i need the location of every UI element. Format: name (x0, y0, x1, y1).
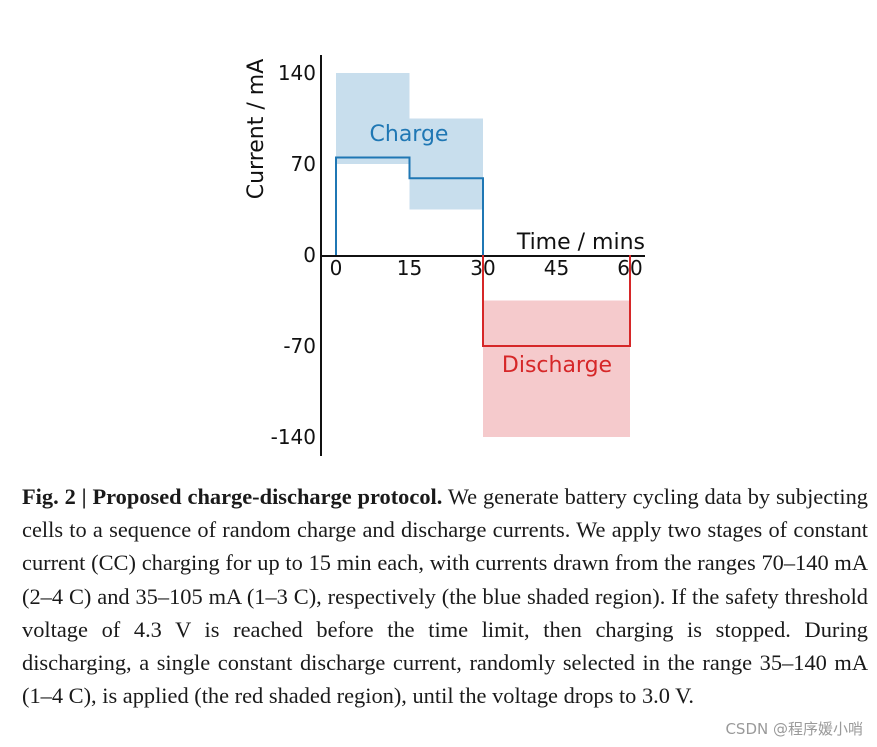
charge-label: Charge (370, 122, 449, 147)
y-tick-label: -140 (271, 425, 316, 449)
caption-body: We generate battery cycling data by subj… (22, 484, 869, 709)
y-tick-label: -70 (283, 334, 316, 358)
shaded-region-discharge (483, 300, 630, 437)
figure-caption: Fig. 2 | Proposed charge-discharge proto… (22, 480, 868, 712)
x-tick-label: 30 (470, 256, 495, 280)
shaded-region-charge-stage-2 (409, 118, 483, 210)
series-discharge-line (482, 255, 631, 347)
figure-label: Fig. 2 | Proposed charge-discharge proto… (22, 484, 443, 509)
shaded-regions (336, 73, 630, 437)
x-tick-label: 15 (397, 256, 422, 280)
watermark: CSDN @程序媛小哨 (725, 720, 863, 738)
y-tick-label: 0 (303, 243, 316, 267)
x-tick-label: 0 (330, 256, 343, 280)
y-tick-labels: 140 70 0 -70 -140 (271, 61, 316, 449)
shaded-region-charge-stage-1 (336, 73, 410, 164)
series-lines (335, 156, 631, 347)
chart: 0 15 30 45 60 140 70 0 -70 -140 Time / mins Curr… (244, 55, 645, 456)
x-tick-label: 45 (544, 256, 569, 280)
y-tick-label: 70 (291, 152, 316, 176)
x-tick-label: 60 (617, 256, 642, 280)
series-charge-line (335, 156, 484, 255)
x-axis-label: Time / mins (516, 230, 645, 255)
y-tick-label: 140 (278, 61, 316, 85)
x-tick-labels: 0 15 30 45 60 (330, 256, 643, 280)
y-axis-label: Current / mA (244, 59, 269, 200)
discharge-label: Discharge (502, 353, 612, 378)
